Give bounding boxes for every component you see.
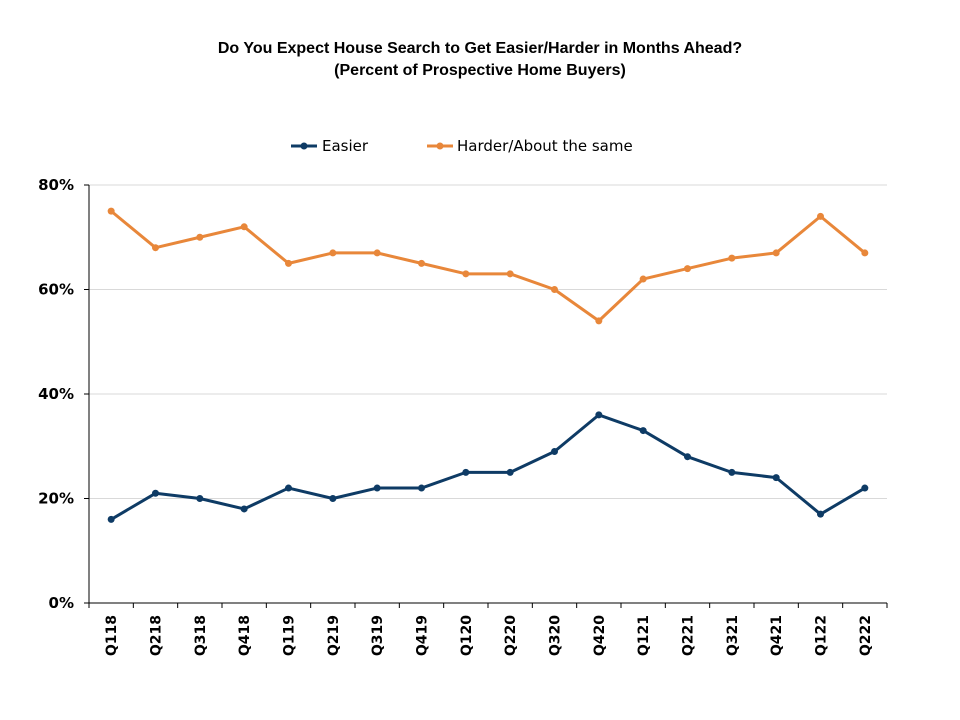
data-point [196, 233, 204, 241]
data-point [728, 254, 736, 262]
x-tick-label: Q118 [104, 615, 120, 656]
y-tick-label: 0% [49, 594, 74, 612]
data-point [684, 453, 691, 461]
x-tick-label: Q421 [769, 615, 785, 656]
y-tick-label: 80% [38, 176, 74, 194]
chart-subtitle: (Percent of Prospective Home Buyers) [334, 62, 626, 79]
series-line-easier [110, 413, 866, 521]
data-point [462, 270, 470, 278]
data-point [152, 244, 159, 252]
data-point [772, 249, 780, 257]
data-point [240, 505, 248, 513]
x-tick-label: Q222 [858, 615, 874, 656]
x-tick-label: Q318 [193, 615, 209, 656]
data-point [462, 468, 470, 476]
data-point [861, 249, 869, 257]
data-point [772, 474, 780, 482]
series-line-harder-about-the-same [110, 209, 866, 323]
x-tick-label: Q319 [370, 615, 386, 656]
y-tick-label: 40% [38, 385, 74, 403]
x-tick-label: Q119 [282, 615, 298, 656]
data-point [861, 484, 869, 492]
legend-swatch-marker [436, 142, 444, 150]
y-tick-label: 20% [38, 490, 74, 508]
x-tick-label: Q120 [459, 615, 475, 656]
data-point [329, 495, 337, 502]
data-point [107, 207, 115, 215]
data-point [728, 468, 736, 476]
data-point [152, 489, 159, 497]
data-point [418, 259, 425, 267]
x-tick-label: Q122 [814, 615, 830, 656]
data-point [418, 484, 425, 492]
legend-label: Easier [322, 137, 369, 155]
x-tick-label: Q321 [725, 615, 741, 656]
data-point [329, 249, 337, 257]
data-point [285, 484, 292, 492]
chart-title-block: Do You Expect House Search to Get Easier… [0, 38, 960, 82]
data-point [551, 447, 558, 455]
data-point [817, 510, 824, 518]
data-point [240, 223, 248, 231]
data-point [639, 427, 647, 435]
x-tick-label: Q218 [149, 615, 165, 656]
x-tick-label: Q121 [636, 615, 652, 656]
legend-swatch-marker [300, 142, 308, 150]
data-point [817, 212, 824, 220]
data-point [107, 515, 115, 523]
data-point [595, 317, 603, 325]
x-tick-label: Q419 [415, 615, 431, 656]
data-point [639, 275, 647, 283]
data-point [506, 468, 514, 476]
data-point [373, 484, 381, 492]
x-tick-label: Q420 [592, 615, 608, 656]
chart-title: Do You Expect House Search to Get Easier… [217, 40, 743, 57]
data-point [196, 495, 204, 502]
legend-label: Harder/About the same [457, 137, 633, 155]
x-tick-label: Q418 [237, 615, 253, 656]
data-point [551, 286, 558, 293]
data-point [684, 265, 691, 273]
y-tick-label: 60% [38, 281, 74, 299]
x-tick-label: Q221 [681, 615, 697, 656]
x-tick-label: Q320 [548, 615, 564, 656]
data-point [373, 249, 381, 257]
x-tick-label: Q220 [503, 615, 519, 656]
x-tick-label: Q219 [326, 615, 342, 656]
data-point [506, 270, 514, 278]
data-point [595, 411, 603, 419]
data-point [285, 259, 292, 267]
